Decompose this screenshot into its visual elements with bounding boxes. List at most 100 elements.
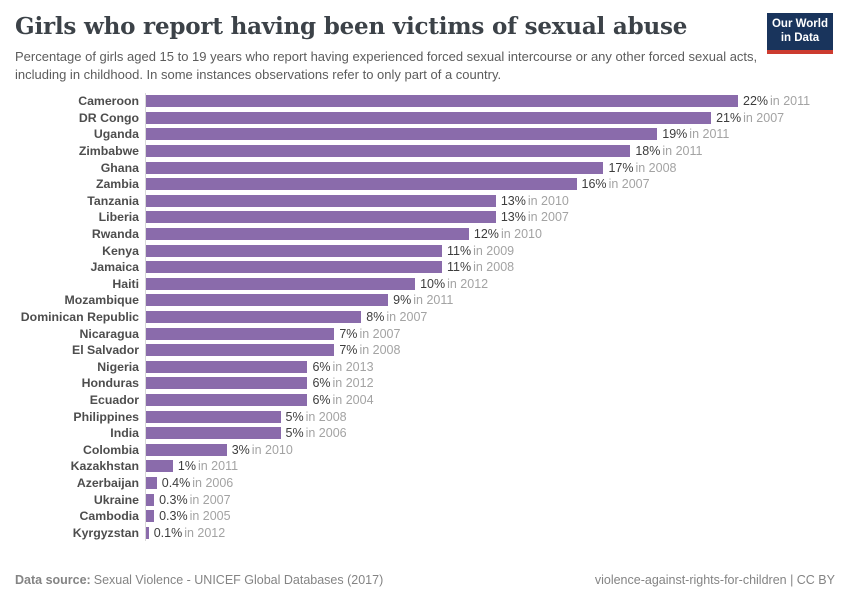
value-label: 8% in 2007 xyxy=(366,310,427,324)
value-percent: 7% xyxy=(339,326,358,341)
bar-area: 7% in 2007 xyxy=(145,325,835,342)
bar xyxy=(146,194,496,207)
value-percent: 7% xyxy=(339,343,358,358)
value-label: 10% in 2012 xyxy=(420,277,488,291)
chart-row: Philippines 5% in 2008 xyxy=(15,408,835,425)
value-label: 5% in 2008 xyxy=(286,410,347,424)
page-title: Girls who report having been victims of … xyxy=(15,13,688,40)
bar xyxy=(146,510,155,523)
bar xyxy=(146,327,335,340)
chart-row: Liberia 13% in 2007 xyxy=(15,209,835,226)
value-year: in 2008 xyxy=(473,260,515,275)
license-credit[interactable]: violence-against-rights-for-children | C… xyxy=(594,573,835,587)
country-label: Cambodia xyxy=(79,509,139,524)
bar-area: 5% in 2008 xyxy=(145,408,835,425)
chart-row: Uganda 19% in 2011 xyxy=(15,126,835,143)
bar xyxy=(146,460,173,473)
bar-area: 11% in 2009 xyxy=(145,242,835,259)
bar xyxy=(146,360,308,373)
bar xyxy=(146,145,631,158)
value-percent: 6% xyxy=(312,376,331,391)
value-year: in 2010 xyxy=(251,442,293,457)
chart-row: Kyrgyzstan 0.1% in 2012 xyxy=(15,524,835,542)
value-year: in 2012 xyxy=(184,525,226,540)
value-label: 9% in 2011 xyxy=(393,293,453,307)
data-source: Data source: Sexual Violence - UNICEF Glo… xyxy=(15,573,383,587)
value-percent: 3% xyxy=(231,442,250,457)
bar xyxy=(146,476,157,489)
value-label: 6% in 2013 xyxy=(312,360,373,374)
value-year: in 2012 xyxy=(332,376,374,391)
country-label: Kenya xyxy=(102,243,139,258)
country-label: Uganda xyxy=(93,127,139,142)
value-percent: 10% xyxy=(420,276,446,291)
bar xyxy=(146,377,308,390)
bar-area: 9% in 2011 xyxy=(145,292,835,309)
value-label: 0.3% in 2005 xyxy=(159,509,231,523)
bar xyxy=(146,410,281,423)
value-year: in 2008 xyxy=(359,343,401,358)
country-label: Cameroon xyxy=(78,94,139,109)
bar xyxy=(146,311,362,324)
chart-row: Ghana 17% in 2008 xyxy=(15,159,835,176)
country-label: Azerbaijan xyxy=(76,475,139,490)
value-percent: 1% xyxy=(177,459,196,474)
chart-row: Cameroon 22% in 2011 xyxy=(15,93,835,110)
value-year: in 2008 xyxy=(305,409,347,424)
value-year: in 2009 xyxy=(473,243,515,258)
country-label: Zimbabwe xyxy=(78,144,139,159)
chart-row: Mozambique 9% in 2011 xyxy=(15,292,835,309)
value-percent: 9% xyxy=(393,293,412,308)
country-label: Mozambique xyxy=(64,293,139,308)
chart-row: Honduras 6% in 2012 xyxy=(15,375,835,392)
bar-area: 6% in 2012 xyxy=(145,375,835,392)
value-percent: 13% xyxy=(500,210,526,225)
bar-area: 3% in 2010 xyxy=(145,441,835,459)
value-label: 0.1% in 2012 xyxy=(154,526,226,540)
bar-chart: Cameroon 22% in 2011 DR Congo 21% in 2007 Ugan… xyxy=(0,93,850,542)
bar-area: 12% in 2010 xyxy=(145,225,835,243)
value-percent: 5% xyxy=(285,426,304,441)
chart-rows: Cameroon 22% in 2011 DR Congo 21% in 2007 Ugan… xyxy=(15,93,835,542)
country-label: Ecuador xyxy=(89,392,139,407)
chart-row: Zambia 16% in 2007 xyxy=(15,175,835,193)
value-year: in 2010 xyxy=(527,193,569,208)
bar-area: 7% in 2008 xyxy=(145,341,835,359)
country-label: Kyrgyzstan xyxy=(72,525,139,540)
value-label: 3% in 2010 xyxy=(232,443,293,457)
bar-area: 5% in 2006 xyxy=(145,424,835,442)
value-percent: 16% xyxy=(581,177,607,192)
country-label: Kazakhstan xyxy=(70,459,139,474)
value-label: 11% in 2008 xyxy=(447,260,514,274)
bar-area: 13% in 2010 xyxy=(145,192,835,210)
bar-area: 19% in 2011 xyxy=(145,126,835,143)
value-percent: 6% xyxy=(312,359,331,374)
chart-row: Kenya 11% in 2009 xyxy=(15,242,835,259)
value-percent: 21% xyxy=(716,110,742,125)
country-label: Haiti xyxy=(112,276,139,291)
value-label: 5% in 2006 xyxy=(286,426,347,440)
value-label: 13% in 2010 xyxy=(501,194,569,208)
bar-area: 0.3% in 2005 xyxy=(145,507,835,525)
bar-area: 11% in 2008 xyxy=(145,258,835,276)
value-percent: 17% xyxy=(608,160,634,175)
bar-area: 16% in 2007 xyxy=(145,175,835,193)
bar xyxy=(146,95,738,108)
owid-logo[interactable]: Our World in Data xyxy=(767,13,833,55)
chart-row: Cambodia 0.3% in 2005 xyxy=(15,507,835,525)
bar xyxy=(146,211,496,224)
chart-row: DR Congo 21% in 2007 xyxy=(15,109,835,127)
bar xyxy=(146,244,442,257)
country-label: Nicaragua xyxy=(79,326,139,341)
bar xyxy=(146,294,389,307)
country-label: India xyxy=(110,426,139,441)
value-percent: 0.3% xyxy=(159,492,188,507)
country-label: Philippines xyxy=(73,409,139,424)
value-percent: 11% xyxy=(447,243,472,258)
bar-area: 22% in 2011 xyxy=(145,93,835,110)
chart-row: India 5% in 2006 xyxy=(15,424,835,442)
country-label: Honduras xyxy=(81,376,139,391)
owid-logo-line2: in Data xyxy=(780,31,820,44)
chart-row: Jamaica 11% in 2008 xyxy=(15,258,835,276)
value-year: in 2007 xyxy=(189,492,231,507)
